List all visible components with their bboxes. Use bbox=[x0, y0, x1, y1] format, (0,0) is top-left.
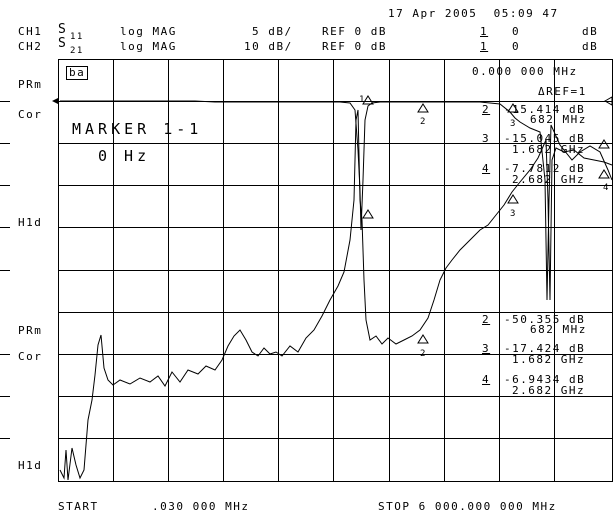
date-time: 17 Apr 2005 05:09 47 bbox=[388, 7, 559, 20]
ch1-param: S bbox=[58, 22, 68, 37]
ch2-ref: REF 0 dB bbox=[322, 40, 387, 53]
ch2-name: CH2 bbox=[18, 40, 43, 53]
delta-ref: ΔREF=1 bbox=[538, 85, 587, 98]
marker-readout: 0.000 000 MHz bbox=[472, 65, 578, 78]
ch1-marker-2-freq: 682 MHz bbox=[530, 113, 587, 126]
ch2-marker-unit: dB bbox=[582, 40, 599, 53]
ch2-marker-4-value: -6.9434 dB bbox=[504, 373, 586, 386]
ch1-marker-3-num: 3 bbox=[482, 132, 491, 145]
ch1-marker-3-value: -15.045 dB bbox=[504, 132, 586, 145]
ch1-cor-label: Cor bbox=[18, 108, 43, 121]
marker-2-icon bbox=[417, 103, 429, 113]
ch2-marker-3-freq: 1.682 GHz bbox=[512, 353, 586, 366]
ch1-marker-index: 1 bbox=[480, 25, 489, 38]
ch1-trace bbox=[60, 100, 613, 301]
marker-frequency: 0 Hz bbox=[98, 147, 151, 165]
ch2-scale: 10 dB/ bbox=[244, 40, 293, 53]
ch1-marker-4-value: -7.7812 dB bbox=[504, 162, 586, 175]
ch1-marker-2-num: 2 bbox=[482, 103, 491, 116]
ref-pointer-icon bbox=[603, 96, 613, 106]
ch1-marker-value: 0 bbox=[512, 25, 521, 38]
ch2-trace bbox=[59, 109, 613, 481]
ch1-format: log MAG bbox=[120, 25, 177, 38]
svg-text:2: 2 bbox=[420, 117, 425, 127]
stop-frequency: STOP 6 000.000 000 MHz bbox=[378, 500, 557, 513]
marker-1-icon bbox=[362, 95, 374, 105]
ch2-marker-3-value: -17.424 dB bbox=[504, 342, 586, 355]
ch1-marker-4-num: 4 bbox=[482, 162, 491, 175]
ch2-marker-index: 1 bbox=[480, 40, 489, 53]
ba-tag: ba bbox=[66, 66, 89, 80]
ch2-marker-2-num: 2 bbox=[482, 313, 491, 326]
ch1-marker-4-freq: 2.682 GHz bbox=[512, 173, 586, 186]
marker-title: MARKER 1-1 bbox=[72, 120, 203, 138]
ch1-name: CH1 bbox=[18, 25, 43, 38]
svg-text:2: 2 bbox=[420, 349, 425, 359]
ch2-marker-3-num: 3 bbox=[482, 342, 491, 355]
ch2-marker-2-value: -50.355 dB bbox=[504, 313, 586, 326]
ch2-marker-4-freq: 2.682 GHz bbox=[512, 384, 586, 397]
ch2-marker-value: 0 bbox=[512, 40, 521, 53]
ref-pointer-icon bbox=[52, 98, 58, 104]
marker-2-icon bbox=[417, 334, 429, 344]
ch1-marker-3-freq: 1.682 GHz bbox=[512, 143, 586, 156]
ch1-marker-2-value: -15.414 dB bbox=[504, 103, 586, 116]
marker-1-icon bbox=[362, 209, 374, 219]
svg-text:4: 4 bbox=[603, 183, 608, 193]
ch2-marker-2-freq: 682 MHz bbox=[530, 323, 587, 336]
ch2-param-sub: 21 bbox=[70, 46, 84, 56]
ch1-param-sub: 11 bbox=[70, 32, 84, 42]
start-label: START bbox=[58, 500, 99, 513]
ch1-ref: REF 0 dB bbox=[322, 25, 387, 38]
svg-text:1: 1 bbox=[359, 95, 364, 105]
ch2-hld-label: H1d bbox=[18, 459, 43, 472]
ch1-scale: 5 dB/ bbox=[252, 25, 293, 38]
marker-3-icon bbox=[507, 194, 519, 204]
marker-4-icon bbox=[598, 139, 610, 149]
ch1-marker-unit: dB bbox=[582, 25, 599, 38]
svg-text:3: 3 bbox=[510, 119, 515, 129]
svg-text:3: 3 bbox=[510, 209, 515, 219]
ch2-format: log MAG bbox=[120, 40, 177, 53]
ch2-cor-label: Cor bbox=[18, 350, 43, 363]
ch2-marker-4-num: 4 bbox=[482, 373, 491, 386]
ch1-hld-label: H1d bbox=[18, 216, 43, 229]
marker-4-icon bbox=[598, 169, 610, 179]
start-frequency: .030 000 MHz bbox=[152, 500, 250, 513]
ch2-prm-label: PRm bbox=[18, 324, 43, 337]
ch2-param: S bbox=[58, 36, 68, 51]
marker-3-icon bbox=[507, 103, 519, 113]
ch1-prm-label: PRm bbox=[18, 78, 43, 91]
